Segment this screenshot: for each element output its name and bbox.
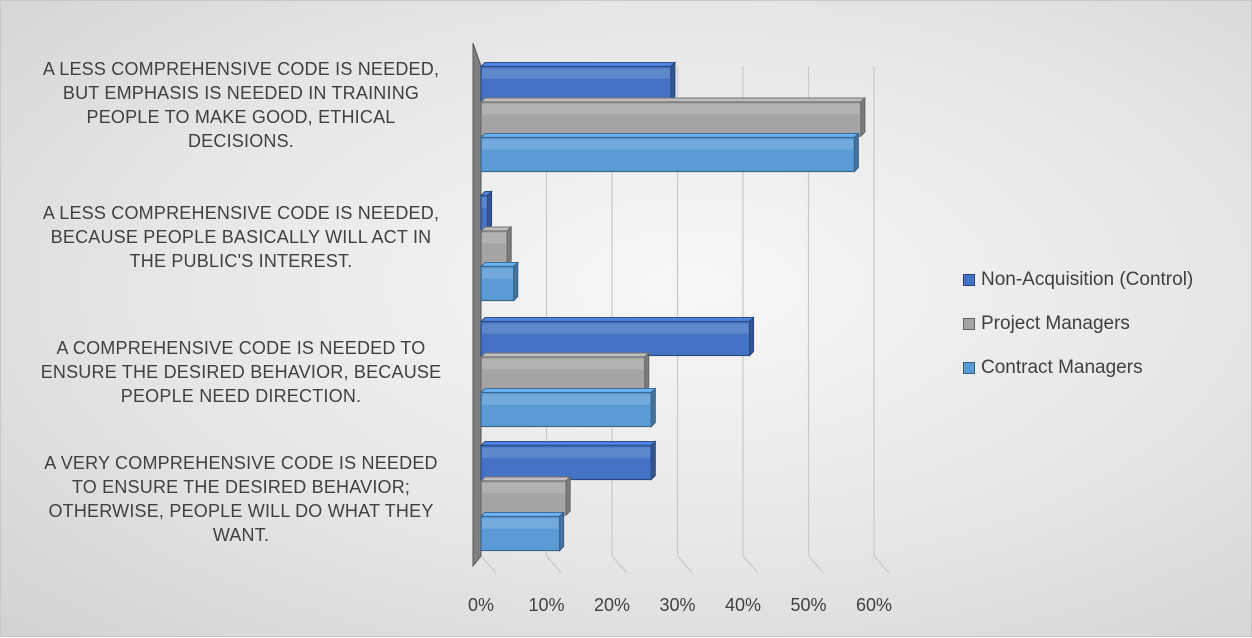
category-label: A VERY COMPREHENSIVE CODE IS NEEDED TO E… [21, 451, 461, 547]
x-tick-label: 0% [468, 595, 494, 615]
axis-wall [472, 42, 482, 568]
category-label-line: A LESS COMPREHENSIVE CODE IS NEEDED, [42, 203, 440, 223]
bar [479, 61, 677, 102]
category-label-line: OTHERWISE, PEOPLE WILL DO WHAT THEY [48, 501, 434, 521]
gridline [676, 66, 693, 574]
category-label-line: A COMPREHENSIVE CODE IS NEEDED TO [56, 338, 426, 358]
gridline [873, 66, 890, 574]
legend-swatch [963, 274, 975, 286]
category-label: A LESS COMPREHENSIVE CODE IS NEEDED, BEC… [21, 201, 461, 273]
category-label-line: BUT EMPHASIS IS NEEDED IN TRAINING [62, 83, 420, 103]
x-tick-label: 50% [790, 595, 826, 615]
legend-swatch [963, 318, 975, 330]
category-label-line: WANT. [212, 525, 270, 545]
category-label-line: PEOPLE TO MAKE GOOD, ETHICAL [86, 107, 396, 127]
chart-legend: Non-Acquisition (Control) Project Manage… [951, 253, 1241, 393]
legend-swatch [963, 362, 975, 374]
category-label-line: TO ENSURE THE DESIRED BEHAVIOR; [71, 477, 411, 497]
bar [479, 261, 519, 302]
legend-item: Contract Managers [963, 355, 1143, 381]
legend-label: Project Managers [981, 313, 1130, 334]
bar [479, 225, 513, 267]
bar [479, 316, 755, 357]
category-label-line: ENSURE THE DESIRED BEHAVIOR, BECAUSE [40, 362, 442, 382]
legend-item: Project Managers [963, 311, 1130, 337]
bar [479, 96, 867, 138]
x-tick-label: 20% [594, 595, 630, 615]
category-label-line: A VERY COMPREHENSIVE CODE IS NEEDED [44, 453, 438, 473]
bar [479, 511, 565, 552]
category-label-line: DECISIONS. [187, 131, 295, 151]
gridline [545, 66, 562, 574]
bar [479, 351, 650, 393]
category-label-line: THE PUBLIC'S INTEREST. [129, 251, 353, 271]
category-label-line: A LESS COMPREHENSIVE CODE IS NEEDED, [42, 59, 440, 79]
legend-item: Non-Acquisition (Control) [963, 267, 1193, 293]
legend-label: Contract Managers [981, 357, 1143, 378]
bar [479, 190, 493, 231]
category-label-line: BECAUSE PEOPLE BASICALLY WILL ACT IN [50, 227, 432, 247]
x-tick-label: 30% [659, 595, 695, 615]
x-tick-label: 60% [856, 595, 892, 615]
x-tick-label: 40% [725, 595, 761, 615]
legend-label: Non-Acquisition (Control) [981, 269, 1194, 290]
category-label-line: PEOPLE NEED DIRECTION. [120, 386, 362, 406]
category-label: A LESS COMPREHENSIVE CODE IS NEEDED, BUT… [21, 57, 461, 153]
gridline [742, 66, 759, 574]
category-label: A COMPREHENSIVE CODE IS NEEDED TO ENSURE… [21, 336, 461, 408]
gridline [807, 66, 824, 574]
gridline [611, 66, 628, 574]
bar [479, 475, 572, 517]
bar [479, 440, 657, 481]
x-tick-label: 10% [528, 595, 564, 615]
bar [479, 387, 657, 428]
bar [479, 132, 860, 173]
